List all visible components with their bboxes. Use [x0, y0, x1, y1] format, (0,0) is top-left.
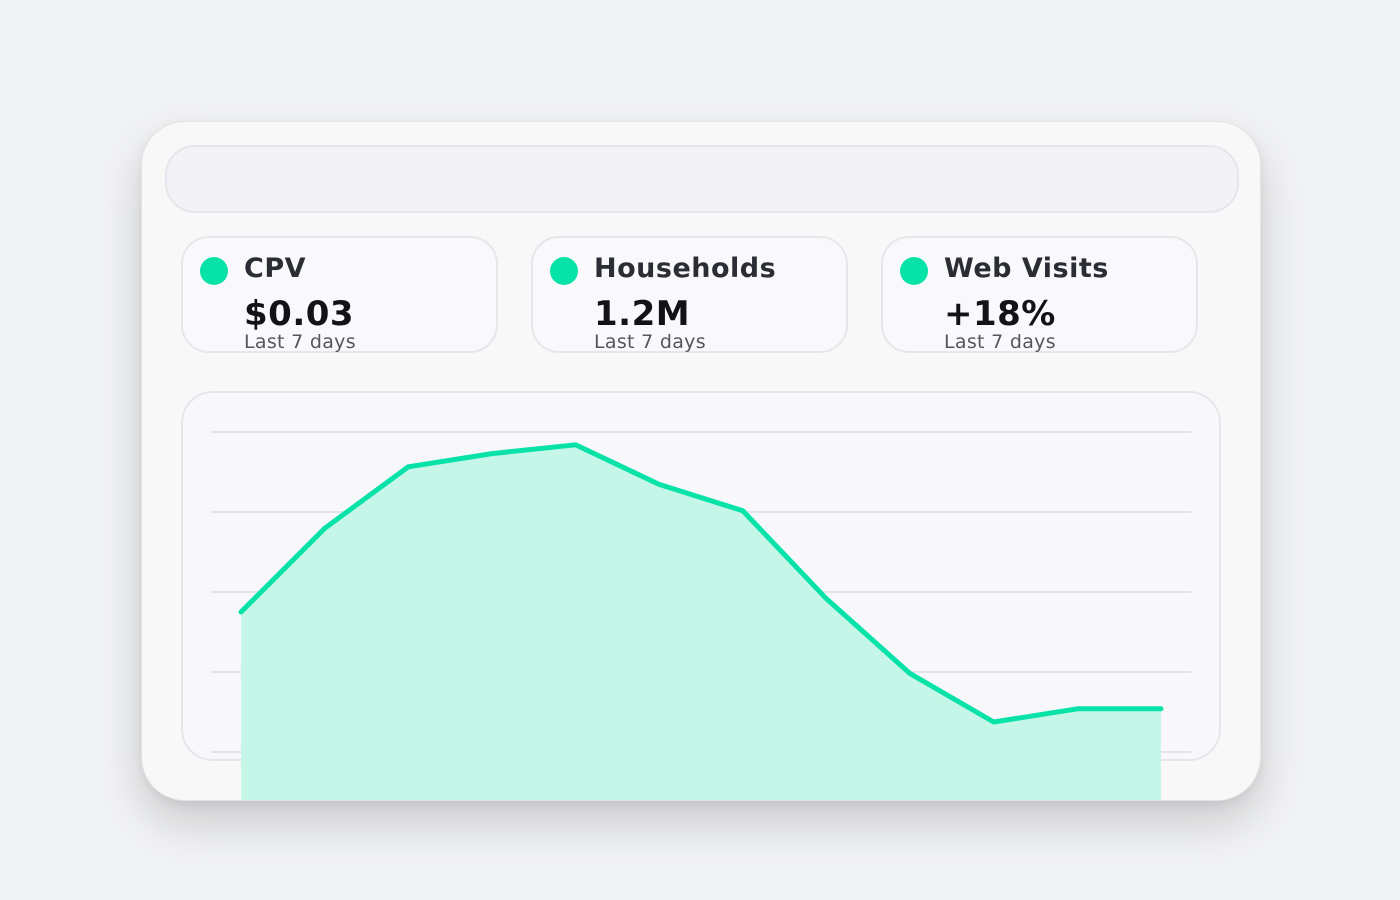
metric-card-web-visits[interactable]: Web Visits +18% Last 7 days: [881, 236, 1198, 353]
metric-value: 1.2M: [594, 294, 691, 334]
metric-period: Last 7 days: [244, 331, 356, 353]
chart-panel: [181, 391, 1221, 761]
metric-card-households[interactable]: Households 1.2M Last 7 days: [531, 236, 848, 353]
status-dot-icon: [900, 257, 928, 285]
status-dot-icon: [200, 257, 228, 285]
metric-card-cpv[interactable]: CPV $0.03 Last 7 days: [181, 236, 498, 353]
metric-label: CPV: [244, 253, 306, 284]
top-bar: [165, 145, 1239, 213]
dashboard-card: CPV $0.03 Last 7 days Households 1.2M La…: [141, 121, 1261, 801]
metric-label: Web Visits: [944, 253, 1109, 284]
metric-period: Last 7 days: [944, 331, 1056, 353]
metric-period: Last 7 days: [594, 331, 706, 353]
status-dot-icon: [550, 257, 578, 285]
metric-value: +18%: [944, 294, 1056, 334]
metric-value: $0.03: [244, 294, 355, 334]
metric-label: Households: [594, 253, 777, 284]
